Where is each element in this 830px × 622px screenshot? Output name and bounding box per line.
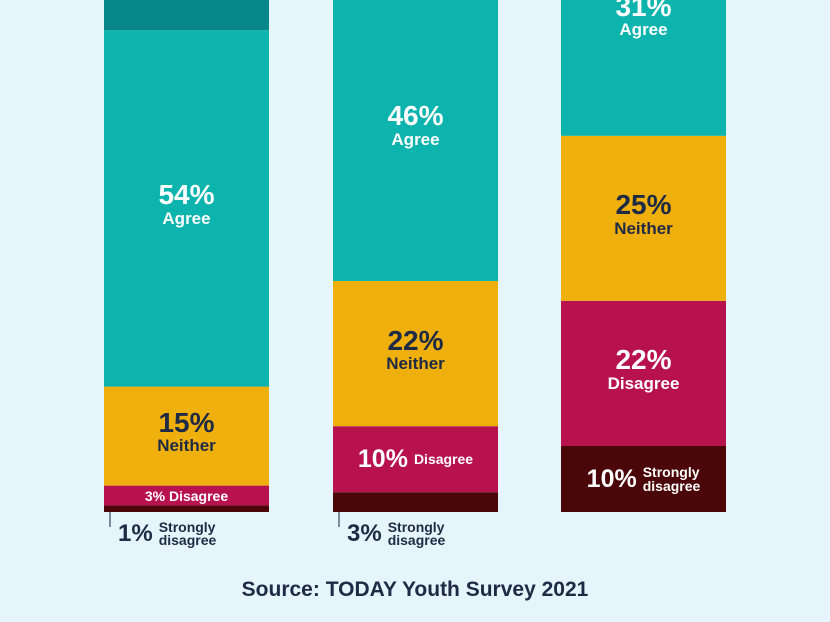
bar-2-neither-segment bbox=[333, 281, 498, 427]
segment-percent: 54% bbox=[158, 179, 215, 211]
bar-3-neither-segment bbox=[561, 135, 726, 301]
segment-caption: Disagree bbox=[607, 373, 680, 393]
bar-1-disagree-label: 3% Disagree bbox=[104, 488, 269, 504]
bar-1-strongly-disagree-label: 1% Strongly disagree bbox=[118, 520, 216, 548]
bar-1-neither-label: 15% Neither bbox=[104, 408, 269, 455]
bar-3-agree-segment bbox=[561, 0, 726, 136]
bar-1-disagree-segment bbox=[104, 485, 269, 506]
bar-1-agree-label: 54% Agree bbox=[104, 180, 269, 227]
bar-3-neither-label: 25% Neither bbox=[561, 190, 726, 237]
segment-caption: Strongly disagree bbox=[387, 518, 446, 548]
bar-1-agree-segment bbox=[104, 30, 269, 387]
bar-3-agree-label: 31% Agree bbox=[561, 0, 726, 39]
caption-line-2: disagree bbox=[642, 478, 701, 494]
caption-line-1: Strongly bbox=[642, 464, 700, 480]
segment-caption: Disagree bbox=[168, 487, 229, 504]
segment-percent: 25% bbox=[615, 189, 672, 221]
bar-3-disagree-segment bbox=[561, 300, 726, 446]
segment-caption: Agree bbox=[162, 208, 211, 228]
segment-caption: Strongly disagree bbox=[158, 518, 217, 548]
caption-line-1: Strongly bbox=[387, 518, 445, 535]
segment-caption: Agree bbox=[391, 129, 440, 149]
segment-percent: 31% bbox=[615, 0, 672, 22]
segment-caption: Neither bbox=[157, 436, 216, 456]
segment-caption: Neither bbox=[614, 218, 673, 238]
segment-percent: 22% bbox=[615, 344, 672, 376]
caption-line-2: disagree bbox=[158, 532, 217, 548]
bar-2-agree-label: 46% Agree bbox=[333, 101, 498, 148]
bar-2-strongly-disagree-label: 3% Strongly disagree bbox=[347, 520, 445, 548]
bar-2-disagree-segment bbox=[333, 426, 498, 493]
segment-percent: 15% bbox=[158, 407, 215, 439]
bar-1-neither-segment bbox=[104, 386, 269, 486]
segment-caption: Agree bbox=[619, 20, 668, 40]
bar-2-agree-segment bbox=[333, 0, 498, 282]
segment-percent: 46% bbox=[387, 100, 444, 132]
bar-1-strongly-disagree-segment bbox=[104, 505, 269, 512]
source-note: Source: TODAY Youth Survey 2021 bbox=[241, 578, 589, 601]
segment-caption: Disagree bbox=[413, 451, 474, 468]
segment-percent: 22% bbox=[387, 324, 444, 356]
segment-percent: 3% bbox=[144, 487, 166, 504]
caption-line-2: disagree bbox=[387, 532, 446, 548]
bar-1-strongly-agree-segment bbox=[104, 0, 269, 31]
segment-caption: Strongly disagree bbox=[643, 465, 701, 493]
segment-percent: 1% bbox=[118, 520, 153, 547]
bar-3-strongly-disagree-segment bbox=[561, 446, 726, 512]
bar-2-disagree-label: 10% Disagree bbox=[333, 426, 498, 492]
bar-3-disagree-label: 22% Disagree bbox=[561, 345, 726, 392]
segment-caption: Neither bbox=[386, 353, 445, 373]
bar-3-strongly-disagree-label: 10% Strongly disagree bbox=[561, 446, 726, 512]
segment-percent: 10% bbox=[357, 444, 408, 473]
bar-2-strongly-disagree-segment bbox=[333, 492, 498, 512]
bar-2-neither-label: 22% Neither bbox=[333, 324, 498, 373]
segment-percent: 10% bbox=[586, 464, 637, 493]
segment-percent: 3% bbox=[347, 520, 382, 547]
caption-line-1: Strongly bbox=[158, 518, 216, 535]
